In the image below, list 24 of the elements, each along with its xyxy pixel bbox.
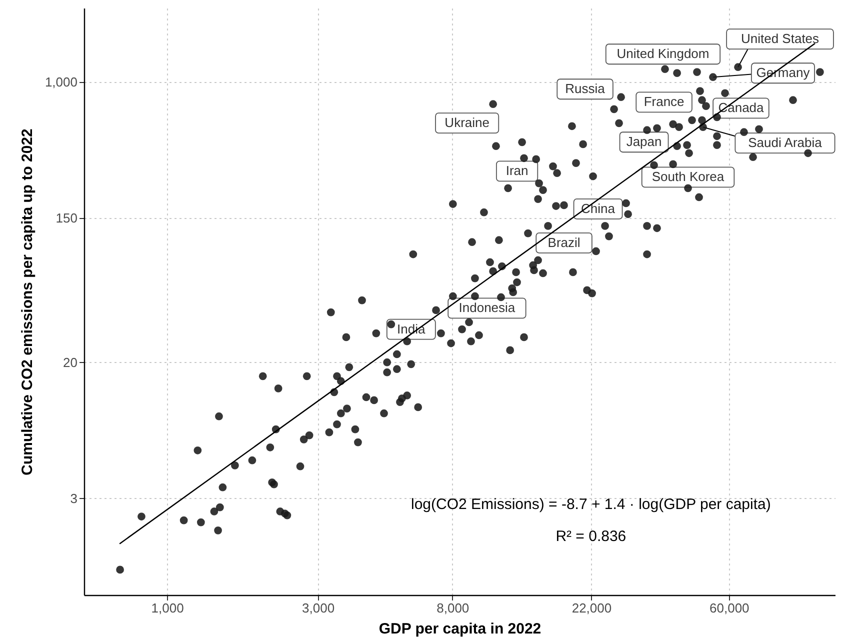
annotation: Russia	[565, 81, 606, 96]
annotation: Saudi Arabia	[748, 135, 823, 150]
annotation: United Kingdom	[616, 46, 710, 62]
y-tick-label: 1,000	[44, 74, 78, 90]
annotation: South Korea	[652, 169, 725, 184]
x-axis-title: GDP per capita in 2022	[378, 620, 542, 638]
annotation: R² = 0.836	[556, 528, 626, 546]
y-tick-label: 20	[63, 354, 78, 370]
annotation: Brazil	[548, 234, 580, 250]
x-tick-label: 3,000	[302, 600, 335, 616]
y-tick-label: 150	[56, 210, 78, 226]
x-tick-label: 22,000	[572, 600, 612, 616]
x-tick-label: 8,000	[436, 600, 470, 616]
y-tick-label: 3	[70, 490, 78, 506]
annotation: Indonesia	[458, 300, 516, 316]
y-axis-title: Cumulative CO2 emissions per capita up to 2022	[18, 128, 36, 476]
annotation: Iran	[506, 163, 528, 178]
annotation: Japan	[626, 134, 662, 150]
x-tick-label: 1,000	[151, 600, 184, 616]
annotation: United States	[740, 31, 820, 46]
annotation: France	[644, 94, 684, 110]
x-tick-label: 60,000	[710, 600, 750, 616]
annotation: log(CO2 Emissions) = -8.7 + 1.4 · log(GDP per capita)	[410, 496, 771, 514]
annotation: Ukraine	[444, 115, 490, 130]
